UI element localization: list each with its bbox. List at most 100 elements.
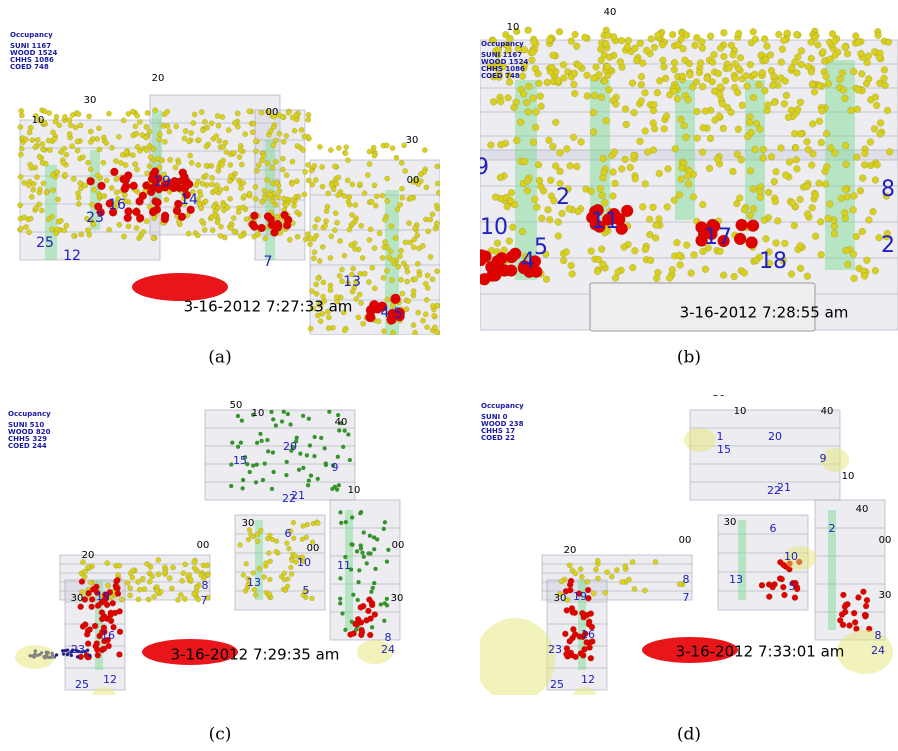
occupant-dot	[568, 578, 574, 584]
occupant-dot	[768, 67, 775, 74]
occupant-dot	[671, 59, 678, 66]
occupant-dot	[265, 160, 270, 165]
room-label: 8	[875, 629, 882, 642]
occupant-dot	[49, 227, 54, 232]
occupant-dot	[307, 417, 311, 421]
occupant-dot	[308, 326, 313, 331]
occupant-dot	[238, 186, 243, 191]
occupant-dot	[362, 531, 366, 535]
occupant-dot	[273, 138, 278, 143]
occupant-dot	[617, 58, 624, 65]
occupant-dot	[251, 121, 256, 126]
occupant-dot	[732, 61, 739, 68]
occupant-dot	[750, 186, 757, 193]
occupant-dot	[606, 54, 613, 61]
occupant-dot	[305, 453, 309, 457]
occupant-dot	[564, 645, 570, 651]
occupant-dot	[187, 572, 192, 577]
occupant-dot	[771, 99, 778, 106]
occupant-dot	[398, 202, 403, 207]
occupant-dot	[733, 200, 740, 207]
occupant-dot	[408, 195, 413, 200]
occupant-dot	[730, 168, 737, 175]
occupant-dot	[332, 228, 337, 233]
marker-ellipse	[475, 618, 555, 702]
occupant-dot	[26, 182, 31, 187]
occupant-dot	[625, 37, 632, 44]
occupant-dot	[277, 188, 282, 193]
occupant-dot	[535, 70, 542, 77]
occupant-dot	[307, 236, 312, 241]
floor-label: 40	[604, 7, 617, 18]
occupant-dot	[273, 159, 278, 164]
occupant-dot	[793, 70, 800, 77]
occupant-dot	[601, 78, 608, 85]
room-label: 25	[36, 235, 54, 251]
occupant-dot	[291, 203, 296, 208]
occupant-dot	[272, 470, 276, 474]
occupant-dot	[97, 147, 102, 152]
occupant-dot	[298, 452, 302, 456]
occupant-dot	[842, 186, 849, 193]
occupant-dot	[728, 42, 735, 49]
occupant-dot	[367, 237, 372, 242]
occupant-dot	[191, 120, 196, 125]
occupant-dot	[602, 40, 609, 47]
occupant-dot	[808, 68, 815, 75]
occupancy-row: COED 22	[481, 434, 515, 442]
occupant-dot	[183, 128, 188, 133]
room-label: 7	[264, 254, 273, 270]
occupant-dot	[255, 441, 259, 445]
occupant-dot	[782, 78, 789, 85]
occupant-dot	[274, 539, 279, 544]
room-label: 12	[581, 673, 595, 686]
occupant-dot	[369, 590, 373, 594]
occupant-dot	[192, 591, 197, 596]
occupant-dot	[47, 147, 52, 152]
occupant-dot	[678, 165, 685, 172]
occupant-dot	[229, 484, 233, 488]
occupant-dot	[338, 238, 343, 243]
occupant-dot	[80, 624, 86, 630]
occupant-dot	[391, 294, 401, 304]
occupant-dot	[28, 162, 33, 167]
occupant-dot	[631, 109, 638, 116]
timestamp: 3-16-2012 7:27:33 am	[184, 298, 353, 316]
occupant-dot	[152, 216, 157, 221]
occupant-dot	[306, 483, 310, 487]
occupant-dot	[251, 464, 255, 468]
occupant-dot	[366, 597, 372, 603]
occupant-dot	[401, 261, 406, 266]
occupant-dot	[861, 273, 868, 280]
occupant-dot	[642, 588, 647, 593]
room-label: 15	[717, 443, 731, 456]
room-label: 8	[881, 177, 895, 202]
occupant-dot	[251, 534, 256, 539]
occupant-dot	[312, 250, 317, 255]
occupant-dot	[871, 125, 878, 132]
occupant-dot	[241, 180, 246, 185]
occupant-dot	[358, 604, 364, 610]
occupant-dot	[343, 628, 347, 632]
occupant-dot	[861, 161, 868, 168]
occupant-dot	[842, 95, 849, 102]
occupant-dot	[19, 146, 24, 151]
occupant-dot	[771, 178, 778, 185]
occupant-dot	[347, 227, 352, 232]
occupant-dot	[367, 161, 372, 166]
occupant-dot	[140, 576, 145, 581]
occupant-dot	[604, 63, 611, 70]
occupant-dot	[341, 445, 345, 449]
occupant-dot	[536, 80, 543, 87]
room-label: 15	[233, 454, 247, 467]
occupant-dot	[226, 127, 231, 132]
room-label: 13	[247, 576, 261, 589]
occupant-dot	[358, 300, 363, 305]
occupant-dot	[549, 143, 556, 150]
occupant-dot	[741, 206, 748, 213]
occupant-dot	[412, 330, 417, 335]
room-label: 7	[201, 594, 208, 607]
occupant-dot	[335, 488, 339, 492]
occupant-dot	[284, 133, 289, 138]
occupant-dot	[270, 199, 275, 204]
